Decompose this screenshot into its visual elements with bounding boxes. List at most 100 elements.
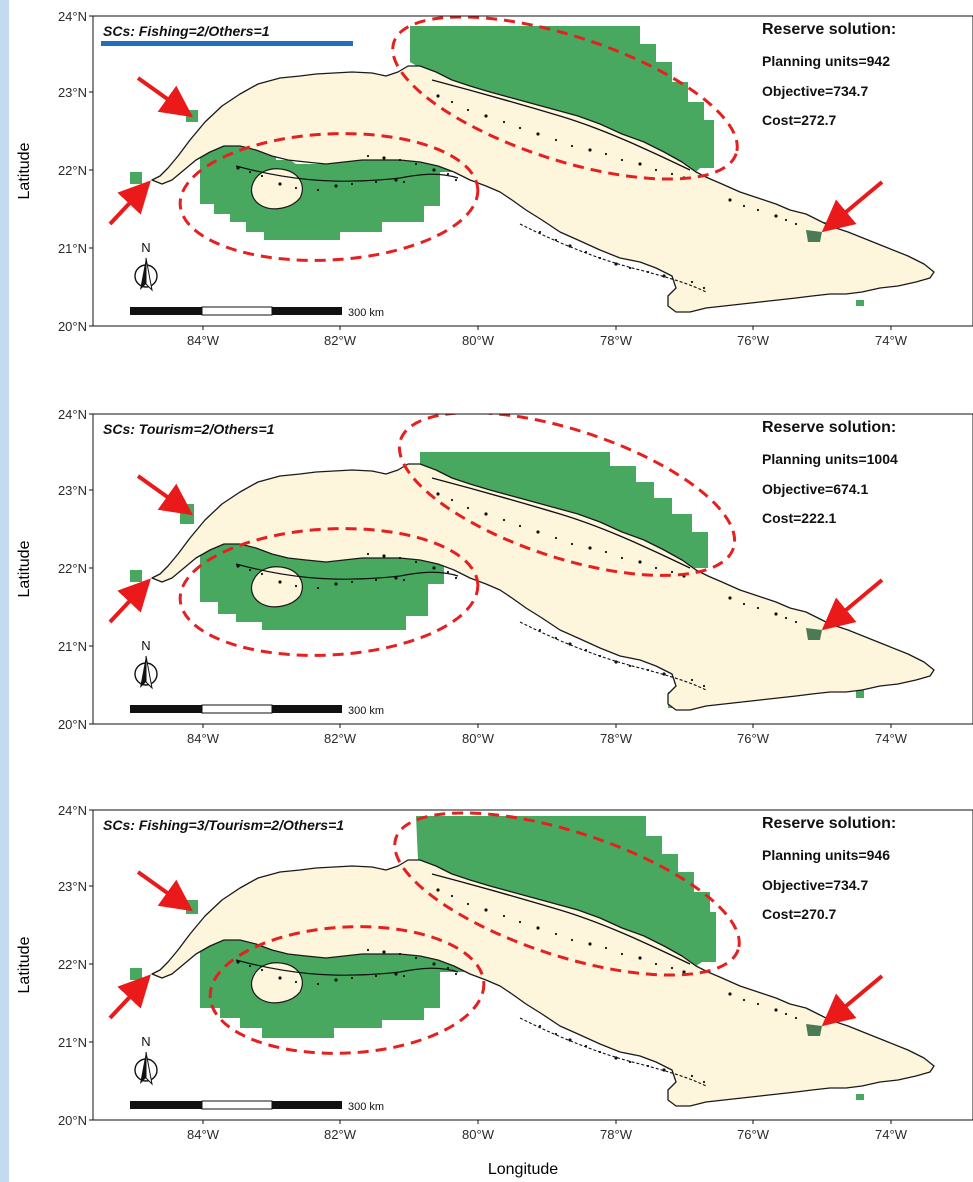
cay-speck bbox=[536, 530, 540, 534]
reef-line-north bbox=[431, 873, 691, 965]
cay-speck bbox=[394, 972, 398, 976]
north-arrow-left bbox=[140, 656, 146, 688]
highlight-ellipse bbox=[178, 132, 480, 262]
scale-seg-2 bbox=[201, 704, 273, 714]
scenario-label: SCs: Fishing=3/Tourism=2/Others=1 bbox=[103, 817, 344, 833]
cay-speck bbox=[294, 584, 298, 588]
scale-seg-2 bbox=[201, 306, 273, 316]
cay-speck bbox=[702, 1080, 706, 1084]
lat-tick-label: 21°N bbox=[58, 639, 87, 654]
cay-speck bbox=[278, 976, 282, 980]
cay-speck bbox=[536, 132, 540, 136]
cay-speck bbox=[432, 962, 436, 966]
scale-seg-2 bbox=[201, 1100, 273, 1110]
cay-speck bbox=[432, 168, 436, 172]
cost-value: Cost=272.7 bbox=[762, 112, 837, 128]
cay-speck bbox=[604, 152, 608, 156]
highlight-ellipse bbox=[208, 925, 486, 1055]
cay-speck bbox=[728, 992, 732, 996]
reserve-stats: Reserve solution: Planning units=942 Objec… bbox=[762, 21, 896, 128]
cay-speck bbox=[756, 208, 760, 212]
scale-seg-1 bbox=[130, 307, 202, 315]
cay-speck bbox=[402, 578, 406, 582]
reserve-patch bbox=[130, 968, 142, 980]
map-panel-1: N 300 km 24°N 23°N 22°N 21°N 20°N 84°W 82°W 80°W 7… bbox=[0, 0, 973, 380]
scale-seg-3 bbox=[272, 307, 342, 315]
longitude-axis: 84°W 82°W 80°W 78°W 76°W 74°W bbox=[187, 724, 908, 746]
cay-speck bbox=[588, 148, 592, 152]
cay-speck bbox=[260, 968, 264, 972]
lon-tick-label: 80°W bbox=[462, 333, 495, 348]
north-arrow: N bbox=[134, 240, 158, 292]
reserve-patch bbox=[130, 570, 142, 582]
lon-tick-label: 78°W bbox=[600, 333, 633, 348]
cay-speck bbox=[436, 492, 440, 496]
scenario-label: SCs: Fishing=2/Others=1 bbox=[103, 23, 270, 39]
stats-title: Reserve solution: bbox=[762, 815, 896, 832]
scale-seg-3 bbox=[272, 1101, 342, 1109]
lat-tick-label: 24°N bbox=[58, 407, 87, 422]
lon-tick-label: 84°W bbox=[187, 1127, 220, 1142]
cay-speck bbox=[690, 678, 694, 682]
panel-frame: N 300 km 24°N 23°N 22°N 21°N 20°N 84°W 82°W 80°W 7… bbox=[16, 407, 973, 746]
cay-speck bbox=[654, 168, 658, 172]
isla-de-la-juventud bbox=[250, 566, 303, 608]
cay-speck bbox=[614, 262, 618, 266]
panel-frame: N 300 km 24°N 23°N 22°N 21°N 20°N 84°W 82°W 80°W 7… bbox=[16, 803, 973, 1178]
cay-speck bbox=[398, 556, 402, 560]
map-svg: N 300 km 24°N 23°N 22°N 21°N 20°N 84°W 82°W 80°W 7… bbox=[16, 803, 973, 1178]
cay-speck bbox=[366, 154, 370, 158]
north-arrow-label: N bbox=[141, 1034, 150, 1049]
north-arrow-right bbox=[145, 655, 153, 690]
scale-bar: 300 km bbox=[130, 1100, 384, 1113]
north-arrow-right bbox=[145, 1051, 153, 1086]
cay-speck bbox=[436, 94, 440, 98]
map-svg: N 300 km 24°N 23°N 22°N 21°N 20°N 84°W 82°W 80°W 7… bbox=[16, 407, 973, 746]
scale-label: 300 km bbox=[348, 1101, 384, 1113]
north-arrow-left bbox=[140, 1052, 146, 1084]
objective-value: Objective=734.7 bbox=[762, 877, 868, 893]
lat-tick-label: 23°N bbox=[58, 879, 87, 894]
highlight-ellipse bbox=[391, 16, 739, 181]
scale-seg-3 bbox=[272, 705, 342, 713]
reef-line-south bbox=[235, 563, 459, 580]
cost-value: Cost=222.1 bbox=[762, 510, 837, 526]
north-arrow-label: N bbox=[141, 638, 150, 653]
cay-speck bbox=[756, 1002, 760, 1006]
cay-speck bbox=[638, 560, 642, 564]
cay-speck bbox=[502, 518, 506, 522]
cay-speck bbox=[294, 186, 298, 190]
cay-speck bbox=[432, 566, 436, 570]
cuba-mainland bbox=[151, 859, 935, 1107]
cay-speck bbox=[794, 1016, 798, 1020]
lon-tick-label: 80°W bbox=[462, 1127, 495, 1142]
reserve-patch bbox=[186, 900, 198, 914]
lat-tick-label: 22°N bbox=[58, 561, 87, 576]
cay-speck bbox=[538, 1024, 542, 1028]
cay-speck bbox=[450, 100, 454, 104]
cay-speck bbox=[774, 612, 778, 616]
cay-speck bbox=[620, 556, 624, 560]
cay-speck bbox=[350, 976, 354, 980]
lat-tick-label: 22°N bbox=[58, 163, 87, 178]
map-panel-2: N 300 km 24°N 23°N 22°N 21°N 20°N 84°W 82°W 80°W 7… bbox=[0, 398, 973, 778]
cay-speck bbox=[638, 956, 642, 960]
cay-speck bbox=[554, 932, 558, 936]
cay-speck bbox=[728, 596, 732, 600]
reserve-patch bbox=[186, 110, 198, 122]
cay-speck bbox=[538, 230, 542, 234]
lon-tick-label: 78°W bbox=[600, 1127, 633, 1142]
cay-speck bbox=[604, 946, 608, 950]
cay-speck bbox=[774, 214, 778, 218]
map-panel-3: N 300 km 24°N 23°N 22°N 21°N 20°N 84°W 82°W 80°W 7… bbox=[0, 794, 973, 1178]
cay-speck bbox=[670, 966, 674, 970]
planning-units: Planning units=946 bbox=[762, 847, 890, 863]
cay-speck bbox=[374, 578, 378, 582]
longitude-axis: 84°W 82°W 80°W 78°W 76°W 74°W bbox=[187, 1120, 908, 1142]
cay-speck bbox=[248, 568, 252, 572]
reserve-patch bbox=[856, 300, 864, 306]
cay-speck bbox=[366, 948, 370, 952]
map-border bbox=[92, 809, 973, 1121]
objective-value: Objective=734.7 bbox=[762, 83, 868, 99]
isla-de-la-juventud bbox=[250, 962, 303, 1004]
